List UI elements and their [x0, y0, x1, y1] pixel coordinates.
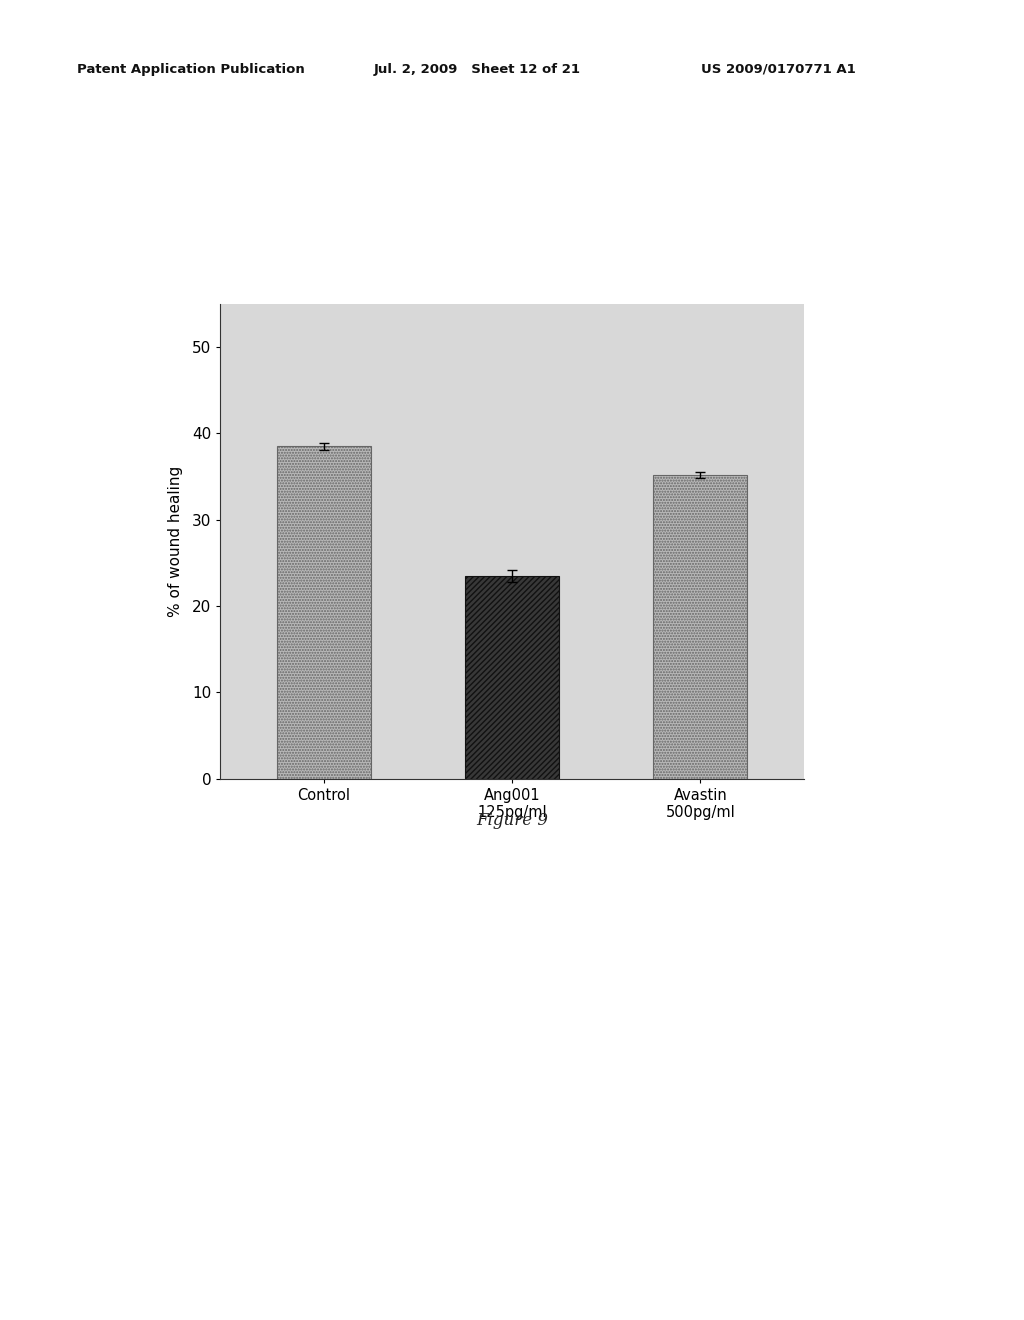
Bar — [653, 475, 748, 779]
Bar — [276, 446, 371, 779]
Text: Patent Application Publication: Patent Application Publication — [77, 62, 304, 75]
Text: Figure 9: Figure 9 — [476, 812, 548, 829]
Text: US 2009/0170771 A1: US 2009/0170771 A1 — [701, 62, 856, 75]
Y-axis label: % of wound healing: % of wound healing — [168, 466, 183, 616]
Text: Jul. 2, 2009   Sheet 12 of 21: Jul. 2, 2009 Sheet 12 of 21 — [374, 62, 581, 75]
Bar — [465, 576, 559, 779]
